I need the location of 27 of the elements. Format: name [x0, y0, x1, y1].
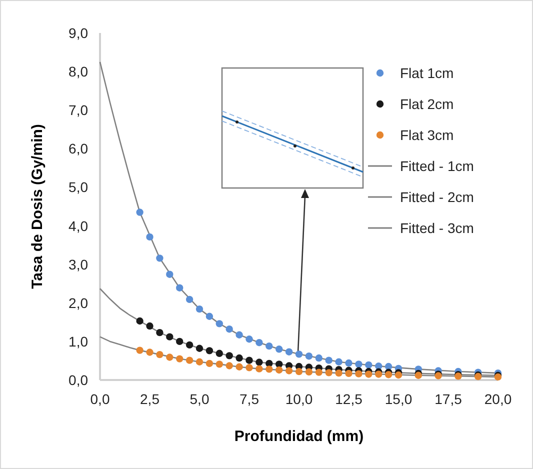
x-tick-label: 10,0	[285, 391, 313, 407]
y-tick-label: 8,0	[68, 64, 88, 80]
x-tick-label: 5,0	[190, 391, 210, 407]
x-tick-label: 12,5	[335, 391, 363, 407]
legend-label: Flat 3cm	[400, 127, 454, 143]
y-tick-label: 1,0	[68, 333, 88, 350]
y-tick-label: 3,0	[68, 256, 88, 272]
legend-label: Flat 1cm	[400, 65, 454, 81]
x-axis-title: Profundidad (mm)	[234, 428, 364, 445]
y-tick-label: 5,0	[68, 179, 88, 196]
x-tick-label: 15,0	[384, 391, 412, 407]
y-tick-label: 4,0	[68, 218, 88, 234]
x-tick-label: 17,5	[434, 391, 462, 407]
y-tick-label: 6,0	[68, 140, 88, 157]
legend-label: Fitted - 2cm	[400, 189, 474, 205]
y-tick-label: 0,0	[68, 372, 88, 388]
y-tick-label: 7,0	[68, 102, 88, 118]
y-tick-label: 9,0	[68, 25, 88, 41]
x-tick-label: 2,5	[140, 391, 160, 407]
y-axis-title: Tasa de Dosis (Gy/min)	[29, 124, 46, 289]
x-tick-label: 7,5	[240, 391, 260, 407]
x-tick-label: 20,0	[484, 391, 512, 407]
legend-label: Fitted - 1cm	[400, 158, 474, 174]
y-tick-label: 2,0	[68, 294, 88, 311]
legend-label: Flat 2cm	[400, 96, 454, 112]
x-tick-label: 0,0	[90, 391, 110, 407]
legend-label: Fitted - 3cm	[400, 220, 474, 236]
